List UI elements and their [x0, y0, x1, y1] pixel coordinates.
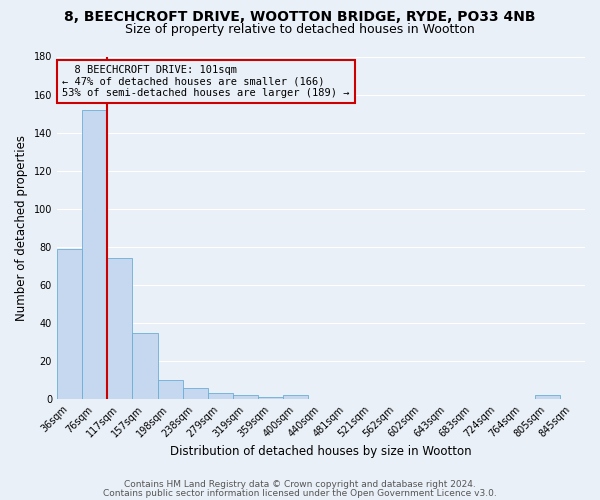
Text: 8, BEECHCROFT DRIVE, WOOTTON BRIDGE, RYDE, PO33 4NB: 8, BEECHCROFT DRIVE, WOOTTON BRIDGE, RYD… [64, 10, 536, 24]
Bar [107, 258, 133, 399]
Bar [182, 388, 208, 399]
Text: 8 BEECHCROFT DRIVE: 101sqm
← 47% of detached houses are smaller (166)
53% of sem: 8 BEECHCROFT DRIVE: 101sqm ← 47% of deta… [62, 65, 350, 98]
Bar [133, 332, 158, 399]
Bar [535, 396, 560, 399]
Bar [233, 396, 258, 399]
Bar [82, 110, 107, 399]
Bar [158, 380, 182, 399]
Text: Contains public sector information licensed under the Open Government Licence v3: Contains public sector information licen… [103, 488, 497, 498]
Bar [57, 249, 82, 399]
X-axis label: Distribution of detached houses by size in Wootton: Distribution of detached houses by size … [170, 444, 472, 458]
Text: Contains HM Land Registry data © Crown copyright and database right 2024.: Contains HM Land Registry data © Crown c… [124, 480, 476, 489]
Bar [208, 394, 233, 399]
Bar [258, 398, 283, 399]
Y-axis label: Number of detached properties: Number of detached properties [15, 135, 28, 321]
Text: Size of property relative to detached houses in Wootton: Size of property relative to detached ho… [125, 22, 475, 36]
Bar [283, 396, 308, 399]
